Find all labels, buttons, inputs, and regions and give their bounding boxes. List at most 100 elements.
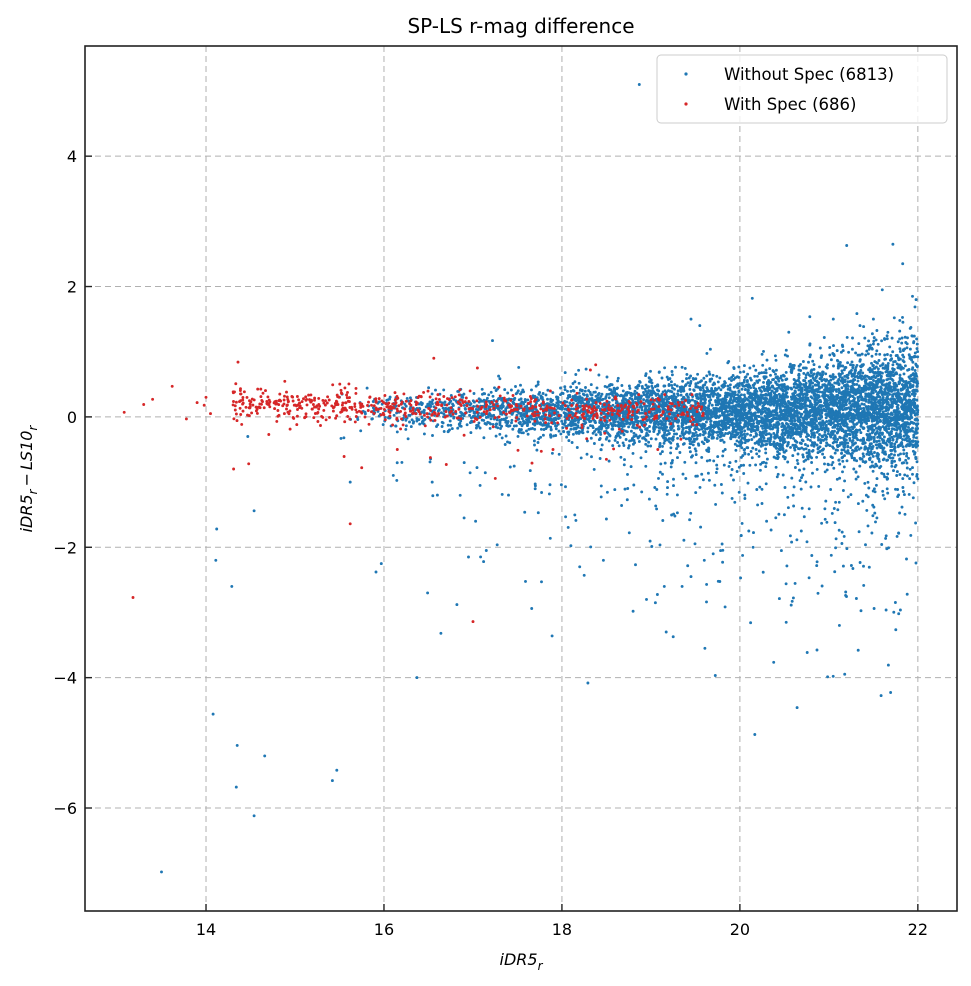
point-without-spec [740,521,744,525]
point-without-spec [870,402,874,406]
point-without-spec [564,515,568,519]
point-without-spec [822,336,826,339]
point-without-spec [468,413,472,417]
point-without-spec [688,518,692,522]
point-without-spec [694,430,698,434]
point-without-spec [824,372,828,376]
point-without-spec [850,451,854,455]
point-without-spec [676,442,679,446]
point-without-spec [781,435,785,439]
point-without-spec [546,388,550,392]
point-without-spec [789,603,793,607]
point-without-spec [660,376,664,380]
point-without-spec [748,463,752,467]
point-without-spec [906,405,910,408]
point-without-spec [686,381,690,385]
point-without-spec [833,521,837,525]
point-without-spec [811,471,814,475]
point-without-spec [791,392,795,396]
point-without-spec [786,506,790,510]
point-without-spec [879,385,883,389]
point-without-spec [825,419,829,423]
point-without-spec [694,474,698,478]
point-without-spec [714,502,718,506]
point-without-spec [908,398,912,402]
point-without-spec [718,435,722,439]
point-without-spec [863,445,867,449]
point-without-spec [637,440,641,443]
point-without-spec [889,430,893,434]
point-without-spec [442,388,446,392]
point-without-spec [872,607,876,610]
point-without-spec [506,391,510,395]
point-without-spec [467,555,470,559]
point-without-spec [666,378,670,381]
point-without-spec [824,499,828,503]
point-without-spec [888,456,892,460]
point-without-spec [751,446,755,450]
point-without-spec [724,432,728,435]
point-without-spec [523,400,527,404]
point-without-spec [716,455,720,459]
point-without-spec [763,375,767,379]
point-without-spec [885,487,889,491]
point-without-spec [610,383,614,387]
point-without-spec [649,369,652,373]
point-without-spec [901,438,905,441]
point-without-spec [833,451,837,455]
point-without-spec [799,487,803,491]
point-without-spec [810,456,814,460]
point-without-spec [807,507,811,511]
point-without-spec [849,564,853,567]
point-without-spec [657,370,661,374]
point-without-spec [845,547,849,551]
point-without-spec [874,483,878,487]
point-without-spec [777,392,781,396]
point-without-spec [804,458,808,462]
point-without-spec [806,371,810,375]
point-without-spec [743,493,747,497]
point-without-spec [477,397,481,401]
point-without-spec [884,534,888,538]
point-without-spec [892,610,896,614]
point-without-spec [743,452,747,456]
point-without-spec [905,557,908,561]
point-without-spec [708,401,712,405]
point-without-spec [692,388,696,392]
point-without-spec [748,408,752,412]
point-without-spec [889,691,893,694]
point-without-spec [698,402,702,406]
point-without-spec [556,403,560,407]
point-without-spec [870,332,874,336]
point-without-spec [657,389,661,393]
point-without-spec [872,339,876,343]
point-without-spec [841,381,845,385]
point-without-spec [580,396,584,400]
point-without-spec [652,430,656,433]
point-without-spec [676,436,680,440]
point-without-spec [673,400,677,404]
point-without-spec [875,349,879,353]
point-without-spec [746,372,750,376]
point-without-spec [834,388,838,392]
point-without-spec [749,621,753,625]
point-without-spec [737,490,741,494]
point-without-spec [563,407,567,411]
point-without-spec [747,403,751,407]
point-without-spec [616,376,620,380]
point-without-spec [793,448,797,452]
point-without-spec [702,442,706,446]
point-without-spec [574,373,578,376]
point-without-spec [688,387,692,391]
point-without-spec [901,477,905,481]
point-without-spec [831,421,835,425]
point-without-spec [638,379,642,383]
point-without-spec [728,461,732,465]
point-without-spec [734,459,738,463]
point-without-spec [885,353,889,356]
point-without-spec [776,402,780,406]
point-without-spec [654,504,658,508]
point-without-spec [684,477,688,480]
point-without-spec [586,430,590,434]
point-without-spec [462,392,466,396]
